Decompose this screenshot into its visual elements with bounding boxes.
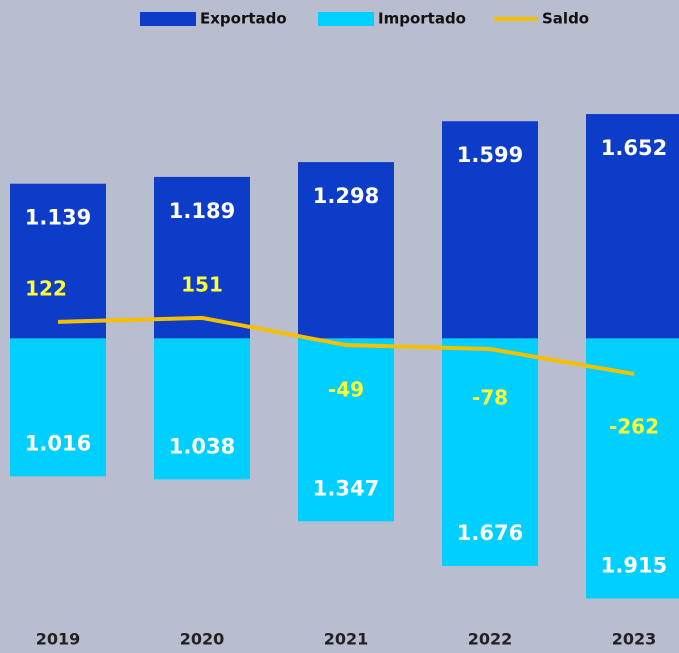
bar-importado bbox=[586, 338, 679, 599]
bar-exportado bbox=[586, 114, 679, 339]
line-saldo bbox=[57, 315, 635, 376]
value-label: -49 bbox=[328, 378, 364, 402]
x-tick-label: 2021 bbox=[324, 630, 369, 649]
value-label: 1.347 bbox=[313, 476, 379, 500]
value-label: 1.298 bbox=[313, 184, 379, 208]
x-tick-label: 2019 bbox=[36, 630, 81, 649]
legend-label: Exportado bbox=[200, 10, 287, 28]
value-label: 122 bbox=[25, 276, 67, 300]
value-label: 1.016 bbox=[25, 431, 91, 455]
bar-importado bbox=[442, 338, 538, 566]
bar-importado bbox=[154, 338, 250, 480]
value-label: 1.676 bbox=[457, 521, 523, 545]
x-tick-label: 2023 bbox=[612, 630, 657, 649]
legend-label: Importado bbox=[378, 10, 466, 28]
value-label: 1.599 bbox=[457, 143, 523, 167]
bar-importado bbox=[10, 338, 106, 477]
bar-exportado bbox=[154, 176, 250, 339]
value-label: -262 bbox=[609, 414, 659, 438]
x-tick-label: 2022 bbox=[468, 630, 513, 649]
value-label: 1.038 bbox=[169, 434, 235, 458]
value-label: 1.189 bbox=[169, 199, 235, 223]
value-label: 151 bbox=[181, 272, 223, 296]
value-label: 1.652 bbox=[601, 136, 667, 160]
value-label: 1.915 bbox=[601, 553, 667, 577]
bar-exportado bbox=[442, 121, 538, 339]
value-label: 1.139 bbox=[25, 206, 91, 230]
legend-swatch bbox=[318, 12, 374, 26]
bar-importado bbox=[298, 338, 394, 522]
value-label: -78 bbox=[472, 385, 508, 409]
bar-exportado bbox=[10, 183, 106, 339]
bar-exportado bbox=[298, 162, 394, 339]
legend-label: Saldo bbox=[542, 10, 589, 28]
x-tick-label: 2020 bbox=[180, 630, 225, 649]
legend-swatch bbox=[140, 12, 196, 26]
